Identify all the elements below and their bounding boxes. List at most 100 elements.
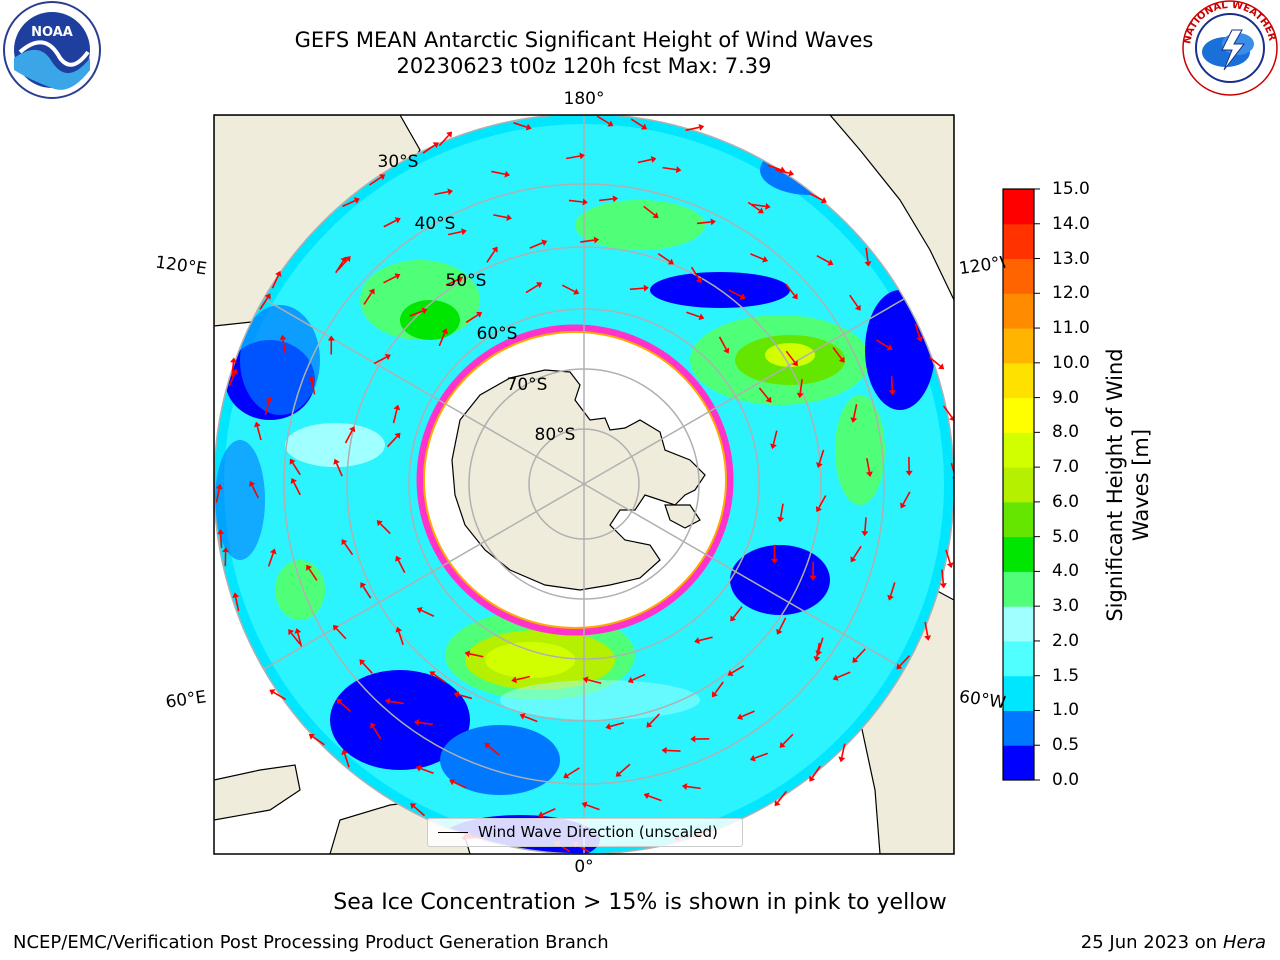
wind-arrow-head: [641, 123, 648, 130]
wind-arrow: [728, 289, 742, 298]
wind-arrow-head: [643, 284, 649, 292]
wind-arrow-head: [864, 261, 872, 267]
colorbar-label-line1: Significant Height of Wind: [1103, 348, 1127, 622]
wind-arrow: [561, 284, 576, 293]
wind-arrow-head: [730, 615, 737, 622]
wind-arrow-head: [231, 368, 238, 375]
lat-label-30s: 30°S: [377, 152, 419, 172]
wind-arrow-head: [429, 671, 436, 678]
wind-arrow-head: [779, 741, 786, 748]
colorbar-tick-label: 15.0: [1052, 179, 1090, 199]
wind-arrow-head: [737, 713, 744, 720]
wind-arrow-head: [838, 356, 845, 363]
wind-arrow-head: [667, 258, 674, 265]
wind-arrow-head: [525, 123, 532, 131]
wind-arrow-head: [681, 783, 688, 791]
wind-arrow: [686, 785, 701, 790]
wind-arrow: [438, 332, 446, 347]
colorbar-segment: [1003, 606, 1034, 642]
wind-arrow-head: [290, 477, 297, 485]
wind-arrow-head: [815, 506, 822, 513]
wind-arrow: [568, 199, 583, 203]
wind-arrow-head: [215, 483, 223, 490]
wind-arrow: [516, 675, 531, 681]
wind-arrow-head: [269, 689, 276, 696]
wind-arrow-head: [441, 328, 448, 335]
wind-arrow: [493, 214, 508, 219]
wind-arrow: [267, 552, 274, 567]
wind-arrows: [215, 115, 954, 853]
colorbar-tick-label: 11.0: [1052, 318, 1090, 339]
wind-arrow: [924, 621, 929, 636]
wind-arrow-head: [615, 770, 622, 777]
colorbar-segment: [1003, 189, 1034, 225]
wind-arrow: [799, 379, 803, 394]
wind-arrow-head: [394, 217, 401, 224]
footer-date: 25 Jun 2023 on Hera: [1081, 932, 1266, 953]
colorbar-segment: [1003, 258, 1034, 294]
wind-arrow: [523, 715, 538, 723]
wind-arrow-head: [229, 357, 237, 363]
colorbar-tick-label: 8.0: [1052, 422, 1080, 443]
nws-logo-icon: NATIONAL WEATHER SERVICE: [0, 0, 1278, 96]
wind-arrow-head: [896, 663, 903, 670]
wind-arrow-head: [341, 749, 348, 756]
wind-arrow: [852, 404, 858, 419]
wind-arrow: [714, 681, 724, 694]
wind-arrow-head: [394, 273, 401, 280]
wind-arrow-head: [393, 404, 401, 411]
wind-arrow-head: [712, 691, 718, 698]
chart-title: GEFS MEAN Antarctic Significant Height o…: [294, 28, 874, 52]
lon-label-0: 0°: [574, 857, 594, 877]
wind-arrow-head: [359, 659, 366, 666]
wind-arrow: [397, 631, 404, 646]
wind-arrow: [368, 176, 382, 186]
wind-arrow-head: [464, 650, 471, 658]
wind-arrow: [259, 297, 269, 310]
wind-arrow-head: [646, 721, 653, 728]
wind-arrow: [529, 242, 543, 249]
wind-arrow-head: [476, 311, 483, 318]
wind-arrow-head: [519, 713, 526, 720]
wind-arrow-head: [762, 256, 769, 263]
wind-arrow-head: [491, 246, 498, 253]
wind-arrow: [865, 247, 869, 262]
wind-arrow: [383, 275, 397, 284]
wind-arrow-head: [413, 719, 420, 726]
wind-arrow: [832, 347, 843, 360]
wind-arrow-head: [279, 334, 287, 341]
wind-arrow-head: [269, 548, 277, 555]
wind-arrow: [785, 283, 796, 296]
wind-arrow-head: [232, 592, 240, 599]
wind-arrow: [434, 190, 449, 196]
wind-arrow: [312, 736, 325, 746]
wind-arrow: [580, 239, 595, 243]
colorbar-segment: [1003, 640, 1034, 677]
wind-arrow-head: [376, 520, 383, 527]
wind-arrow-head: [854, 304, 861, 311]
wind-arrow-head: [809, 775, 816, 782]
wind-arrow: [438, 134, 450, 147]
wind-arrow-head: [461, 228, 467, 236]
wind-arrow-head: [727, 669, 734, 676]
colorbar-segment: [1003, 293, 1034, 329]
wind-arrow-head: [832, 674, 839, 681]
wind-arrow-head: [865, 471, 873, 477]
wind-arrow-head: [333, 458, 340, 465]
wind-arrow: [657, 253, 671, 263]
colorbar-tick-label: 13.0: [1052, 248, 1090, 269]
wind-arrow-head: [349, 426, 356, 433]
wind-arrow-head: [384, 353, 391, 361]
wind-arrow: [779, 503, 784, 518]
wind-arrow: [698, 636, 713, 642]
wind-arrow: [818, 637, 824, 652]
wind-arrow: [596, 115, 610, 125]
colorbar: [1003, 188, 1040, 781]
wind-arrow: [418, 721, 433, 726]
wind-arrow-head: [948, 415, 954, 422]
wind-arrow-head: [504, 170, 511, 178]
wind-arrow: [335, 627, 347, 640]
wind-arrow-head: [771, 558, 779, 564]
wind-arrow-head: [379, 174, 386, 181]
wind-arrow-head: [341, 539, 348, 546]
